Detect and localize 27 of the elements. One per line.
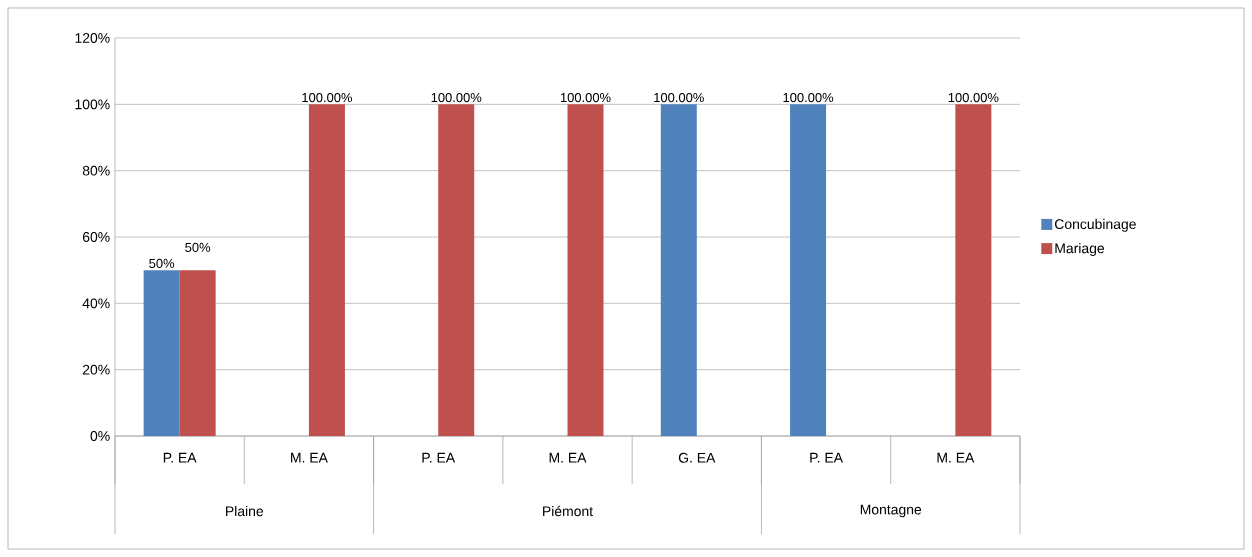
x-tick-label: P. EA (422, 452, 456, 463)
x-tick-label: M. EA (549, 452, 587, 463)
data-label: 100.00% (560, 92, 611, 103)
x-tick-label: M. EA (291, 452, 328, 463)
x-tick-label: P. EA (810, 452, 843, 463)
y-tick-label: 60% (82, 232, 110, 242)
text: Piémont (543, 505, 593, 517)
data-label: 100.00% (431, 92, 482, 103)
data-label: 100.00% (302, 92, 353, 103)
y-tick-label: 120% (75, 33, 110, 43)
data-label: 50% (185, 242, 211, 252)
y-tick-label: 100% (75, 99, 110, 110)
y-tick-label: 20% (82, 364, 110, 375)
x-tick-label: P. EA (163, 452, 197, 463)
y-tick-label: 0% (90, 431, 110, 441)
x-tick-label: M. EA (937, 452, 975, 463)
text: Plaine (226, 505, 264, 517)
data-label: 100.00% (654, 92, 704, 103)
text: Montagne (860, 504, 922, 518)
y-tick-label: 80% (82, 165, 110, 176)
data-label: 100.00% (948, 92, 999, 103)
legend-label: Mariage (1055, 242, 1105, 256)
data-label: 50% (149, 258, 175, 268)
x-tick-label: G. EA (678, 452, 716, 463)
y-tick-label: 40% (82, 298, 110, 309)
data-label: 100.00% (783, 92, 834, 103)
legend-label: Concubinage (1054, 218, 1136, 232)
